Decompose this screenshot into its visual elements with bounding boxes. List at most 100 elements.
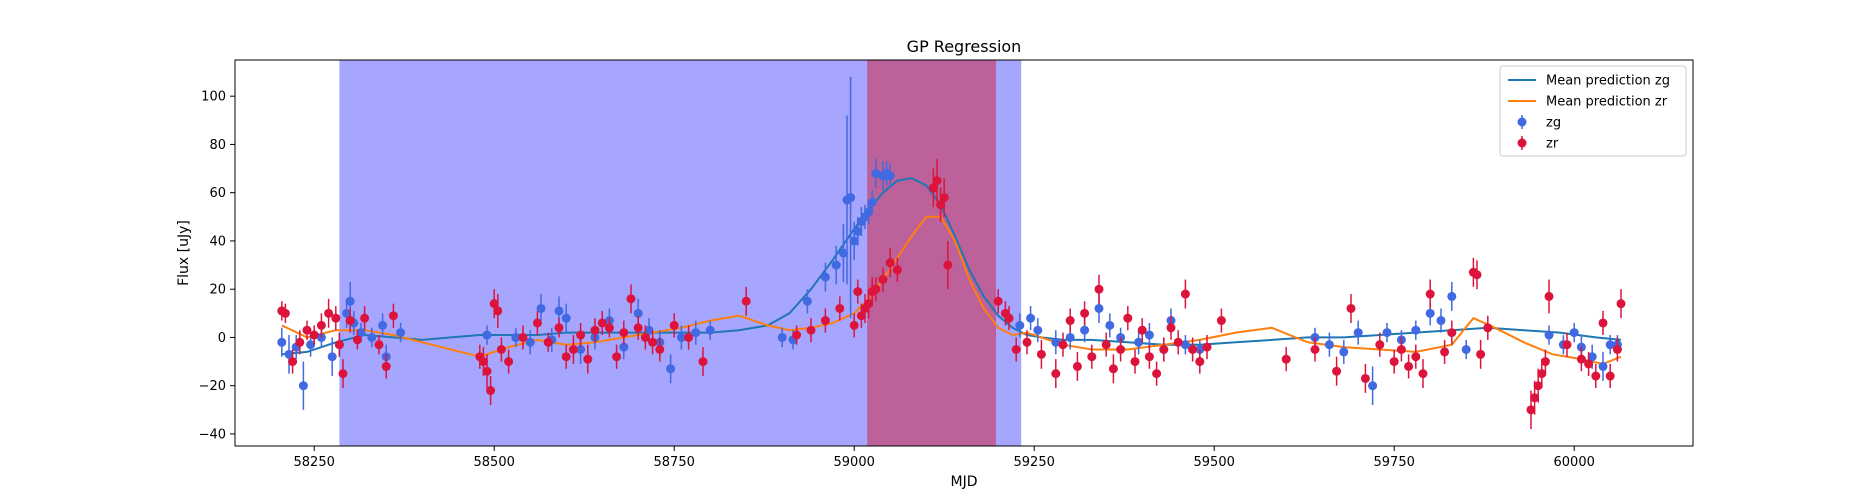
data-point — [993, 296, 1003, 306]
y-axis-label: Flux [uJy] — [176, 220, 192, 286]
y-tick-label: 100 — [201, 90, 226, 105]
data-point — [381, 361, 391, 371]
data-point — [1051, 337, 1061, 347]
data-point — [345, 296, 355, 306]
data-point — [378, 320, 388, 330]
data-point — [352, 335, 362, 345]
data-point — [1101, 340, 1111, 350]
data-point — [633, 308, 643, 318]
data-point — [820, 272, 830, 282]
data-point — [1526, 405, 1536, 415]
data-point — [1051, 369, 1061, 379]
data-point — [331, 313, 341, 323]
data-points — [277, 76, 1626, 430]
data-point — [1188, 345, 1198, 354]
data-point — [1152, 369, 1162, 379]
data-point — [388, 311, 398, 321]
data-point — [1137, 325, 1147, 335]
y-tick-label: 40 — [209, 234, 226, 249]
highlight-regions — [339, 60, 1022, 446]
data-point — [590, 325, 600, 335]
data-point — [280, 308, 290, 318]
data-point — [583, 354, 593, 364]
data-point — [1130, 357, 1140, 367]
data-point — [1584, 359, 1594, 369]
data-point — [1476, 349, 1486, 359]
data-point — [576, 345, 586, 354]
x-tick-label: 59000 — [834, 455, 875, 470]
x-tick-label: 59250 — [1014, 455, 1055, 470]
data-point — [684, 332, 694, 342]
data-point — [298, 381, 308, 391]
data-point — [1616, 299, 1626, 309]
data-point — [1094, 284, 1104, 294]
data-point — [619, 342, 629, 352]
data-point — [1123, 313, 1133, 323]
data-point — [1569, 328, 1579, 338]
data-point — [1134, 337, 1144, 347]
data-point — [1036, 349, 1046, 359]
data-point — [1281, 354, 1291, 364]
data-point — [1533, 381, 1543, 391]
data-point — [676, 332, 686, 342]
data-point — [1483, 323, 1493, 333]
data-point — [1411, 325, 1421, 335]
data-point — [604, 323, 614, 333]
data-point — [698, 357, 708, 367]
data-point — [1166, 323, 1176, 333]
data-point — [1108, 364, 1118, 374]
data-point — [1033, 325, 1043, 335]
data-point — [309, 330, 319, 340]
data-point — [1080, 308, 1090, 318]
data-point — [1159, 345, 1169, 354]
data-point — [1382, 328, 1392, 338]
y-axis-ticks: −40 −20 0 20 40 60 80 100 — [199, 90, 235, 442]
x-tick-label: 58750 — [654, 455, 695, 470]
y-tick-label: −40 — [199, 427, 226, 442]
data-point — [1404, 361, 1414, 371]
data-point — [936, 200, 946, 210]
points-zr — [277, 158, 1626, 430]
data-point — [1324, 340, 1334, 350]
data-point — [1418, 369, 1428, 379]
legend-marker-swatch — [1517, 138, 1527, 148]
data-point — [932, 176, 942, 186]
data-point — [1058, 340, 1068, 350]
data-point — [1598, 361, 1608, 371]
data-point — [1591, 371, 1601, 381]
data-point — [655, 345, 665, 354]
data-point — [532, 318, 542, 328]
data-point — [1195, 357, 1205, 367]
data-point — [1472, 270, 1482, 280]
data-point — [892, 265, 902, 275]
data-point — [1173, 337, 1183, 347]
plot-area-frame — [234, 59, 1694, 447]
legend-box — [1499, 65, 1687, 157]
data-point — [1396, 345, 1406, 354]
data-point — [1332, 366, 1342, 376]
x-tick-label: 60000 — [1554, 455, 1595, 470]
data-point — [1540, 357, 1550, 367]
data-point — [306, 340, 316, 350]
data-point — [1015, 320, 1025, 330]
data-point — [820, 316, 830, 326]
data-point — [1353, 328, 1363, 338]
data-point — [849, 320, 859, 330]
data-point — [561, 352, 571, 362]
data-point — [1202, 342, 1212, 352]
data-point — [493, 306, 503, 316]
data-point — [1144, 330, 1154, 340]
data-point — [1389, 357, 1399, 367]
data-point — [1411, 352, 1421, 362]
data-point — [316, 320, 326, 330]
data-point — [741, 296, 751, 306]
data-point — [853, 287, 863, 297]
data-point — [1461, 345, 1471, 354]
data-point — [1612, 345, 1622, 354]
data-point — [1346, 303, 1356, 313]
data-point — [1216, 316, 1226, 326]
x-tick-label: 58250 — [294, 455, 335, 470]
data-point — [619, 328, 629, 338]
data-point — [543, 337, 553, 347]
